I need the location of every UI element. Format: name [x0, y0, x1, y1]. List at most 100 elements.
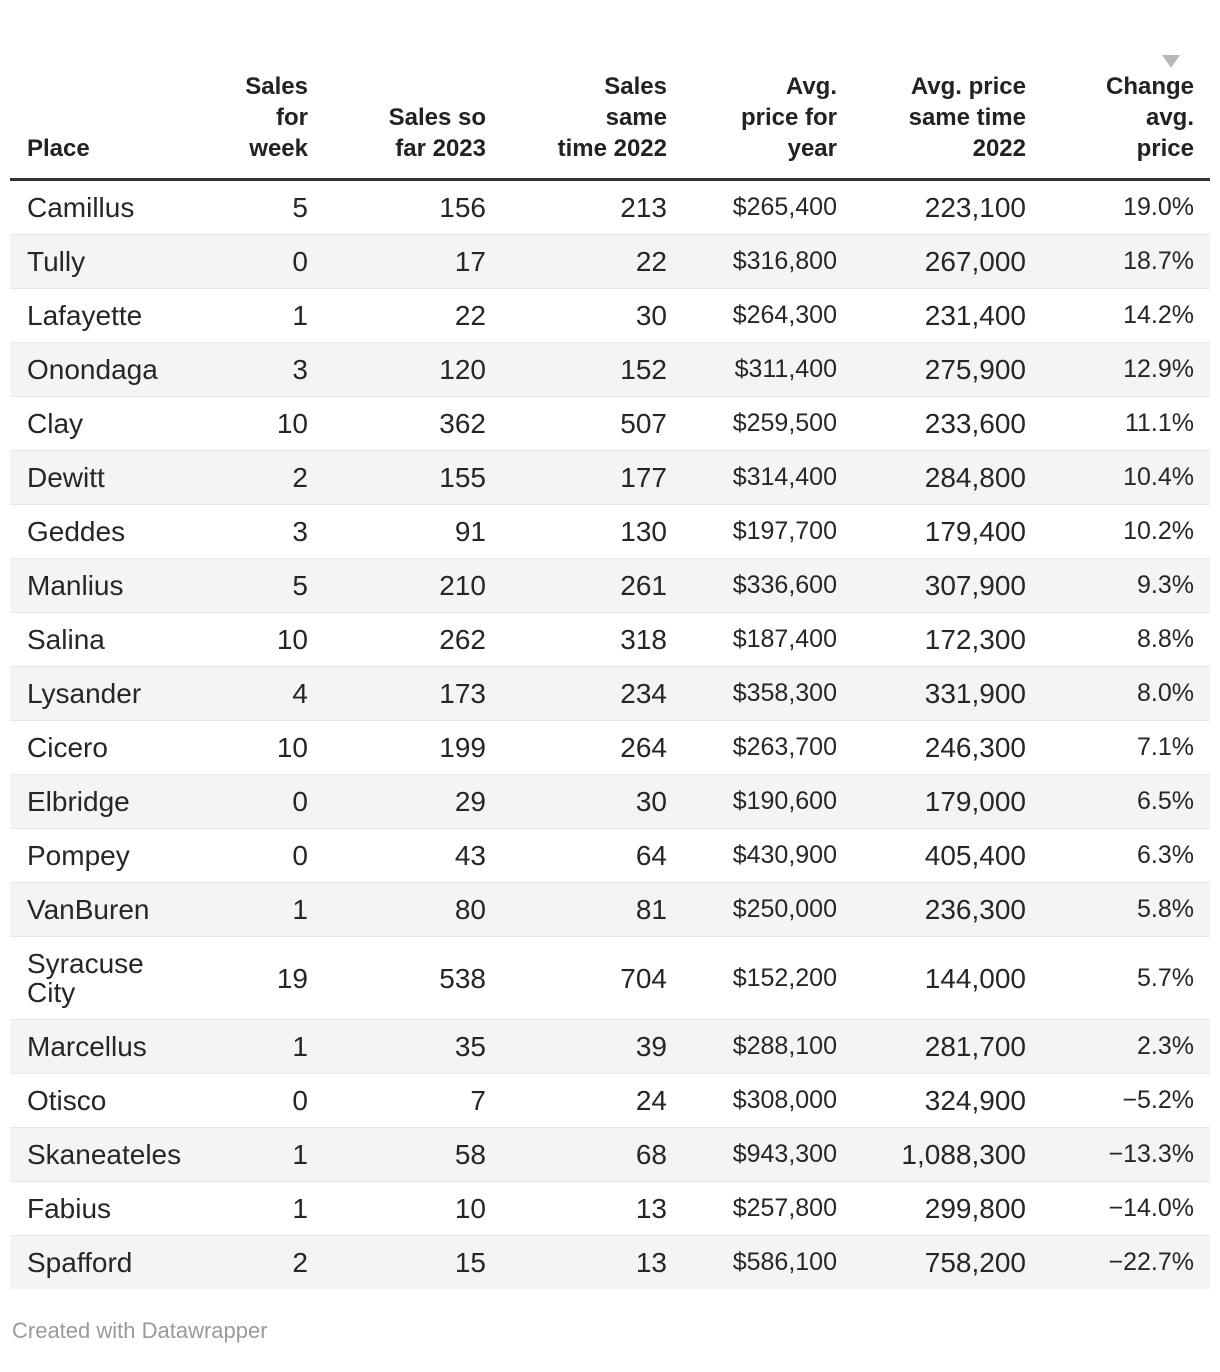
- sales-for-week-cell: 4: [292, 678, 308, 709]
- change-avg-price-cell: 12.9%: [1123, 355, 1194, 383]
- avg-price-for-year-cell: $187,400: [732, 625, 837, 653]
- sales-so-far-2023-cell: 199: [439, 732, 486, 763]
- table-row: Marcellus 1 35 39 $288,100 281,700 2.3%: [10, 1019, 1210, 1074]
- sales-so-far-2023-cell: 7: [470, 1085, 486, 1116]
- column-header-sales-for-week[interactable]: Sales for week: [200, 45, 324, 181]
- datawrapper-credit: Created with Datawrapper: [12, 1318, 268, 1343]
- column-header-label: Sales for week: [245, 73, 308, 162]
- sales-for-week-cell: 19: [276, 962, 308, 994]
- change-avg-price-cell: −22.7%: [1108, 1248, 1195, 1276]
- change-avg-price-cell: 10.4%: [1123, 463, 1194, 491]
- avg-price-same-time-2022-cell: 179,400: [924, 516, 1026, 547]
- sales-same-time-2022-cell: 264: [620, 732, 667, 763]
- sales-for-week-cell: 0: [292, 840, 308, 871]
- sales-same-time-2022-cell: 152: [620, 354, 667, 385]
- column-header-label: Change avg. price: [1105, 73, 1194, 162]
- sales-so-far-2023-cell: 120: [439, 354, 486, 385]
- sales-so-far-2023-cell: 538: [439, 962, 486, 994]
- table-row: Lysander 4 173 234 $358,300 331,900 8.0%: [10, 666, 1210, 721]
- sales-so-far-2023-cell: 80: [454, 894, 486, 925]
- sales-so-far-2023-cell: 156: [439, 192, 486, 223]
- sales-same-time-2022-cell: 704: [620, 962, 667, 994]
- sales-so-far-2023-cell: 155: [439, 462, 486, 493]
- change-avg-price-cell: 11.1%: [1124, 409, 1194, 437]
- table-row: Spafford 2 15 13 $586,100 758,200 −22.7%: [10, 1235, 1210, 1289]
- table-row: Syracuse City 19 538 704 $152,200 144,00…: [10, 936, 1210, 1020]
- table-row: Cicero 10 199 264 $263,700 246,300 7.1%: [10, 720, 1210, 775]
- avg-price-same-time-2022-cell: 284,800: [924, 462, 1026, 493]
- table-row: Skaneateles 1 58 68 $943,300 1,088,300 −…: [10, 1127, 1210, 1182]
- avg-price-same-time-2022-cell: 179,000: [924, 786, 1026, 817]
- sales-same-time-2022-cell: 22: [635, 246, 667, 277]
- change-avg-price-cell: 5.8%: [1137, 895, 1194, 923]
- column-header-label: Sales so far 2023: [388, 104, 486, 162]
- column-header-label: Sales same time 2022: [557, 73, 667, 162]
- sales-same-time-2022-cell: 13: [635, 1247, 667, 1278]
- table-body: Camillus 5 156 213 $265,400 223,100 19.0…: [10, 180, 1210, 1289]
- sales-for-week-cell: 10: [276, 732, 308, 763]
- sales-same-time-2022-cell: 13: [635, 1193, 667, 1224]
- avg-price-for-year-cell: $314,400: [732, 463, 837, 491]
- table-row: Pompey 0 43 64 $430,900 405,400 6.3%: [10, 828, 1210, 883]
- table-row: Tully 0 17 22 $316,800 267,000 18.7%: [10, 234, 1210, 289]
- column-header-sales-same-time-2022[interactable]: Sales same time 2022: [502, 45, 683, 181]
- avg-price-same-time-2022-cell: 172,300: [924, 624, 1026, 655]
- avg-price-for-year-cell: $152,200: [732, 963, 837, 992]
- avg-price-same-time-2022-cell: 405,400: [924, 840, 1026, 871]
- avg-price-same-time-2022-cell: 281,700: [924, 1031, 1026, 1062]
- column-header-label: Place: [27, 135, 90, 162]
- avg-price-same-time-2022-cell: 307,900: [924, 570, 1026, 601]
- sales-same-time-2022-cell: 261: [620, 570, 667, 601]
- avg-price-for-year-cell: $943,300: [732, 1140, 837, 1168]
- avg-price-same-time-2022-cell: 758,200: [924, 1247, 1026, 1278]
- sales-for-week-cell: 2: [292, 462, 308, 493]
- avg-price-for-year-cell: $197,700: [732, 517, 837, 545]
- place-cell: VanBuren: [27, 894, 150, 925]
- sales-for-week-cell: 1: [292, 1139, 308, 1170]
- avg-price-for-year-cell: $336,600: [732, 571, 837, 599]
- place-cell: Salina: [27, 624, 105, 655]
- sales-so-far-2023-cell: 173: [439, 678, 486, 709]
- place-cell: Marcellus: [27, 1031, 147, 1062]
- sales-for-week-cell: 10: [276, 624, 308, 655]
- sales-for-week-cell: 0: [292, 786, 308, 817]
- sales-for-week-cell: 10: [276, 408, 308, 439]
- sales-for-week-cell: 1: [292, 1193, 308, 1224]
- place-cell: Clay: [27, 408, 84, 439]
- change-avg-price-cell: 7.1%: [1137, 733, 1194, 761]
- column-header-place[interactable]: Place: [10, 45, 200, 181]
- avg-price-for-year-cell: $190,600: [732, 787, 837, 815]
- avg-price-same-time-2022-cell: 324,900: [924, 1085, 1026, 1116]
- sales-same-time-2022-cell: 39: [635, 1031, 667, 1062]
- table-row: Otisco 0 7 24 $308,000 324,900 −5.2%: [10, 1073, 1210, 1128]
- column-header-avg-price-for-year[interactable]: Avg. price for year: [683, 45, 853, 181]
- place-cell: Cicero: [27, 732, 108, 763]
- header-row: Place Sales for week Sales so far 2023 S…: [10, 45, 1210, 181]
- sort-descending-icon[interactable]: [1162, 55, 1180, 68]
- avg-price-for-year-cell: $308,000: [732, 1086, 837, 1114]
- avg-price-same-time-2022-cell: 331,900: [924, 678, 1026, 709]
- column-header-change-avg-price[interactable]: Change avg. price: [1042, 45, 1210, 181]
- change-avg-price-cell: 19.0%: [1123, 193, 1194, 221]
- sales-for-week-cell: 2: [292, 1247, 308, 1278]
- sales-for-week-cell: 3: [292, 354, 308, 385]
- place-cell: Otisco: [27, 1085, 107, 1116]
- place-cell: Geddes: [27, 516, 126, 547]
- sales-so-far-2023-cell: 10: [454, 1193, 486, 1224]
- change-avg-price-cell: 8.8%: [1137, 625, 1194, 653]
- table-row: Lafayette 1 22 30 $264,300 231,400 14.2%: [10, 288, 1210, 343]
- change-avg-price-cell: 14.2%: [1123, 301, 1194, 329]
- sales-for-week-cell: 5: [292, 192, 308, 223]
- column-header-sales-so-far-2023[interactable]: Sales so far 2023: [324, 45, 502, 181]
- avg-price-same-time-2022-cell: 233,600: [924, 408, 1026, 439]
- sales-same-time-2022-cell: 30: [635, 786, 667, 817]
- table-header: Place Sales for week Sales so far 2023 S…: [10, 45, 1210, 181]
- sales-same-time-2022-cell: 130: [620, 516, 667, 547]
- sales-for-week-cell: 1: [292, 894, 308, 925]
- sales-so-far-2023-cell: 91: [454, 516, 486, 547]
- sales-for-week-cell: 0: [292, 1085, 308, 1116]
- column-header-avg-price-same-time-2022[interactable]: Avg. price same time 2022: [853, 45, 1042, 181]
- sales-same-time-2022-cell: 81: [635, 894, 667, 925]
- sales-same-time-2022-cell: 24: [635, 1085, 667, 1116]
- table-row: Geddes 3 91 130 $197,700 179,400 10.2%: [10, 504, 1210, 559]
